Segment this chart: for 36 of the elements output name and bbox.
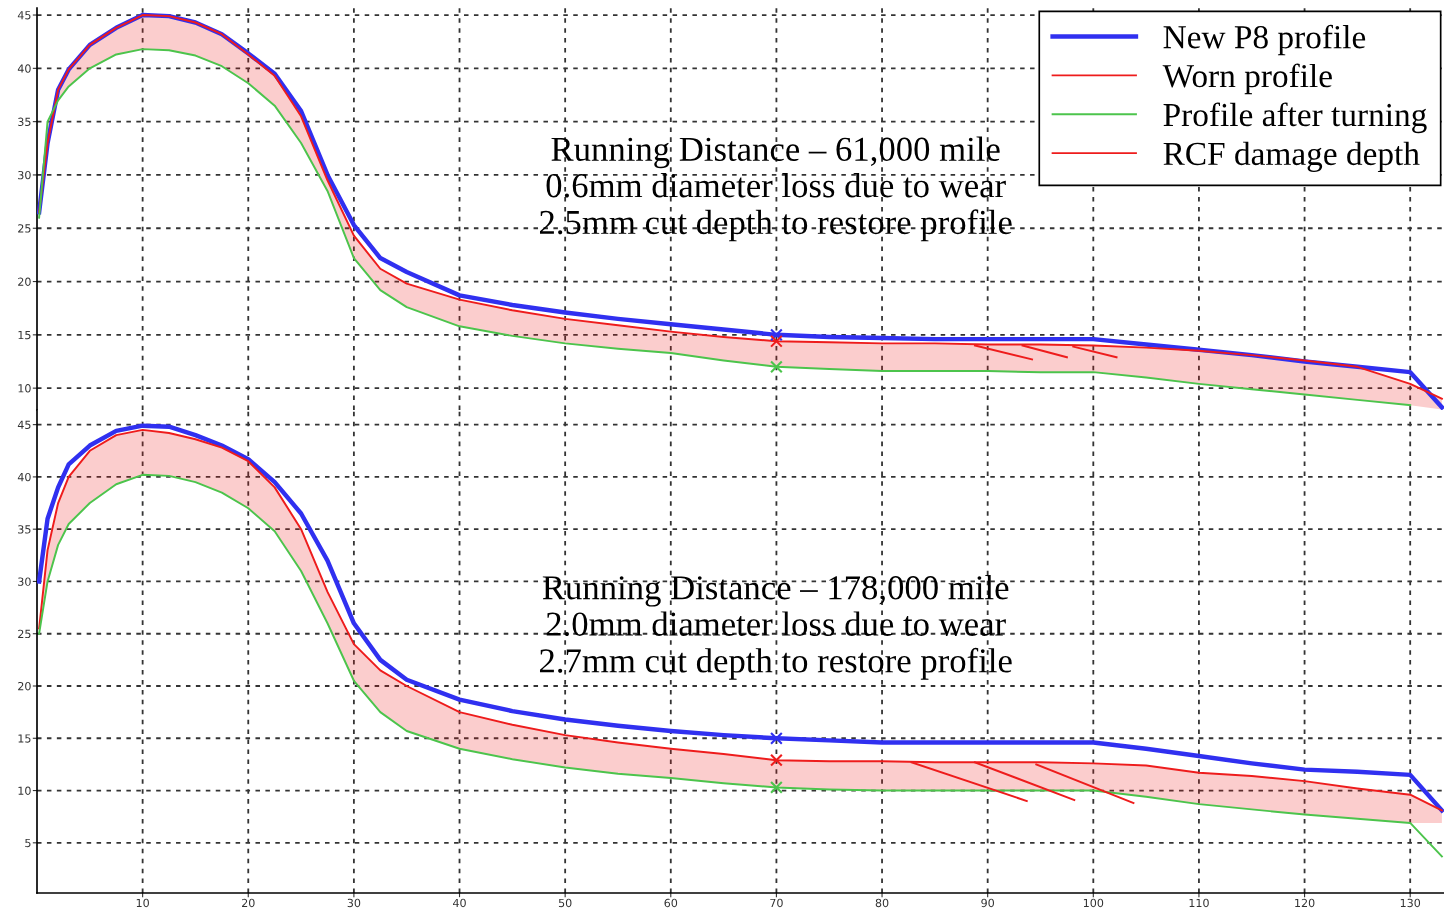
x-tick-label: 70 — [770, 898, 783, 908]
annotation: Running Distance – 178,000 mile 2.0mm diameter loss due to wear 2.7mm cut depth to restore profile — [539, 575, 1012, 680]
annotation: Running Distance – 61,000 mile 0.6mm diameter loss due to wear 2.5mm cut depth to restore profile — [539, 136, 1012, 242]
y-tick-label: 45 — [17, 420, 31, 430]
y-tick-label: 30 — [18, 170, 31, 180]
x-tick-label: 20 — [242, 898, 255, 908]
y-tick-label: 30 — [18, 577, 31, 586]
x-tick-label: 40 — [453, 898, 466, 908]
y-tick-label: 20 — [18, 277, 31, 286]
x-tick-label: 100 — [1083, 898, 1104, 908]
x-tick-label: 60 — [664, 898, 678, 908]
y-tick-label: 20 — [18, 681, 31, 691]
x-tick-label: 10 — [136, 898, 149, 908]
x-tick-label: 130 — [1400, 898, 1421, 908]
y-tick-label: 40 — [17, 64, 31, 73]
x-tick-label: 120 — [1295, 898, 1315, 908]
y-tick-label: 10 — [18, 786, 31, 795]
y-tick-label: 45 — [17, 11, 31, 20]
y-tick-label: 35 — [18, 117, 31, 127]
legend-label: Profile after turning — [1163, 102, 1427, 134]
legend-label: New P8 profile — [1163, 24, 1366, 56]
y-tick-label: 25 — [18, 224, 31, 233]
y-tick-label: 10 — [18, 384, 31, 393]
y-tick-label: 40 — [17, 472, 31, 482]
x-tick-label: 90 — [981, 898, 995, 908]
y-tick-label: 35 — [18, 525, 31, 534]
legend-label: RCF damage depth — [1163, 141, 1420, 172]
x-tick-label: 50 — [558, 898, 572, 908]
x-tick-label: 80 — [875, 898, 889, 908]
y-tick-label: 5 — [25, 838, 31, 848]
legend-label: Worn profile — [1162, 63, 1332, 95]
x-tick-label: 110 — [1189, 898, 1209, 908]
y-tick-label: 15 — [18, 734, 31, 743]
x-tick-label: 30 — [347, 898, 361, 908]
y-tick-label: 25 — [18, 629, 31, 639]
y-tick-label: 15 — [18, 330, 31, 340]
